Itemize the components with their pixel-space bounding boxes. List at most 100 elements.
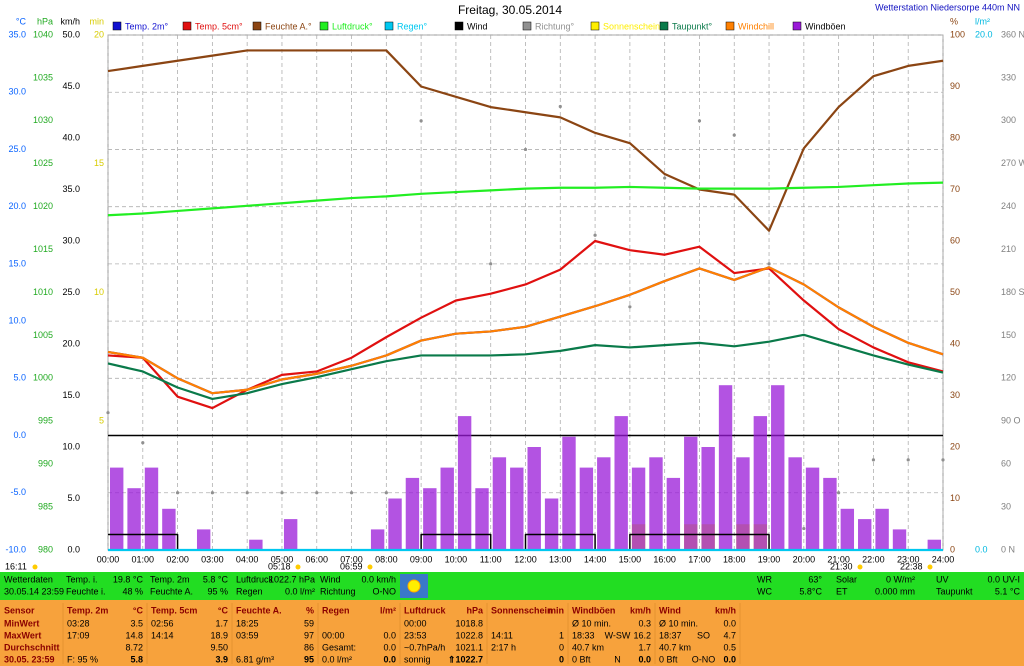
point (175, 491, 180, 495)
header-cell: Temp. 5cm (151, 605, 197, 615)
row-cell: 18:33 (572, 630, 595, 640)
series-line (107, 266, 944, 395)
y-tick-label: 20 (950, 441, 960, 451)
y-tick-label: 210 (1001, 244, 1016, 254)
y-tick-label: 10 (950, 493, 960, 503)
current-label: Wetterdaten (4, 574, 53, 584)
x-tick-label: 17:00 (688, 554, 711, 564)
current-item-label: Solar (836, 574, 857, 584)
row-cell: 3.5 (130, 618, 143, 628)
last-cell: 0 Bft (572, 654, 591, 664)
header-cell: km/h (715, 605, 736, 615)
legend-label: Wind (467, 21, 488, 31)
row-cell: 00:00 (322, 630, 345, 640)
y-tick-label: 0 (950, 544, 955, 554)
last-cell: F: 95 % (67, 654, 98, 664)
bar (510, 467, 524, 550)
y-tick-label: 15.0 (8, 258, 26, 268)
bar (527, 447, 541, 550)
y-tick-label: 985 (38, 501, 53, 511)
y-tick-label: 30.0 (8, 87, 26, 97)
bar (144, 467, 159, 550)
y-tick-label: 270 W (1001, 158, 1024, 168)
bar (858, 519, 872, 550)
x-tick-label: 07:00 (340, 554, 363, 564)
legend-label: Regen° (397, 21, 428, 31)
x-tick-label: 19:00 (758, 554, 781, 564)
y-tick-label: 15 (94, 158, 104, 168)
header-cell: min (548, 605, 564, 615)
y-tick-label: 35.0 (8, 29, 26, 39)
legend-swatch (182, 21, 192, 31)
row-cell: 97 (304, 630, 314, 640)
point (315, 491, 319, 495)
y-tick-label: 1035 (33, 72, 53, 82)
y-tick-label: 1020 (33, 201, 53, 211)
x-tick-label: 08:00 (375, 554, 398, 564)
x-tick-label: 16:00 (653, 554, 676, 564)
current-item-value: 0.0 l/m² (285, 586, 315, 596)
x-tick-label: 10:00 (445, 554, 468, 564)
y-tick-label: 60 (950, 235, 960, 245)
current-item-label: ET (836, 586, 848, 596)
point (837, 491, 841, 495)
last-cell: sonnig (404, 654, 431, 664)
bar (127, 488, 141, 550)
last-cell: 0.0 l/m² (322, 654, 352, 664)
bar (475, 488, 489, 550)
legend-swatch (725, 21, 735, 31)
bar (110, 467, 124, 550)
x-tick-label: 23:00 (897, 554, 920, 564)
point (941, 458, 945, 462)
axis-unit: °C (16, 16, 27, 26)
row-cell: 0.0 (383, 630, 396, 640)
sun-time: 16:11 (5, 561, 27, 571)
bar (684, 436, 698, 550)
y-tick-label: 0.0 (975, 544, 988, 554)
y-tick-label: 40 (950, 338, 960, 348)
row-cell: 18:25 (236, 618, 259, 628)
y-tick-label: 60 (1001, 459, 1011, 469)
axis-unit: hPa (37, 16, 53, 26)
bar (927, 539, 941, 550)
last-cell: 0.0 (383, 654, 396, 664)
header-cell: Regen (322, 605, 350, 615)
stats-panel (0, 600, 1024, 666)
legend-label: Luftdruck° (332, 21, 373, 31)
axis-unit: % (950, 16, 958, 26)
y-tick-label: 0.0 (13, 430, 26, 440)
row-cell: 23:53 (404, 630, 427, 640)
row-cell: MinWert (4, 618, 39, 628)
y-tick-label: 995 (38, 416, 53, 426)
bar (423, 488, 437, 550)
x-tick-label: 13:00 (549, 554, 572, 564)
legend-label: Taupunkt° (672, 21, 713, 31)
y-tick-label: -5.0 (10, 487, 26, 497)
sun-icon (367, 564, 373, 570)
y-tick-label: 1010 (33, 287, 53, 297)
bar (788, 457, 802, 550)
row-cell: 14:11 (491, 630, 513, 640)
bar (597, 457, 611, 550)
last-cell: O-NO (692, 654, 716, 664)
legend-swatch (522, 21, 532, 31)
x-tick-label: 04:00 (236, 554, 259, 564)
last-cell: 0.0 (723, 654, 736, 664)
bar (771, 385, 785, 550)
point (141, 441, 145, 445)
y-tick-label: 5 (99, 416, 104, 426)
bar (457, 416, 472, 550)
series-line (107, 181, 944, 217)
last-cell: 0 (559, 654, 564, 664)
y-tick-label: 1025 (33, 158, 53, 168)
point (732, 133, 736, 137)
bar (718, 385, 733, 550)
y-tick-label: 20 (94, 29, 104, 39)
bar (492, 457, 507, 550)
current-item-value: 0 W/m² (886, 574, 915, 584)
header-cell: Wind (659, 605, 681, 615)
y-tick-label: 1030 (33, 115, 53, 125)
y-tick-label: 70 (950, 184, 960, 194)
bar (370, 529, 385, 550)
